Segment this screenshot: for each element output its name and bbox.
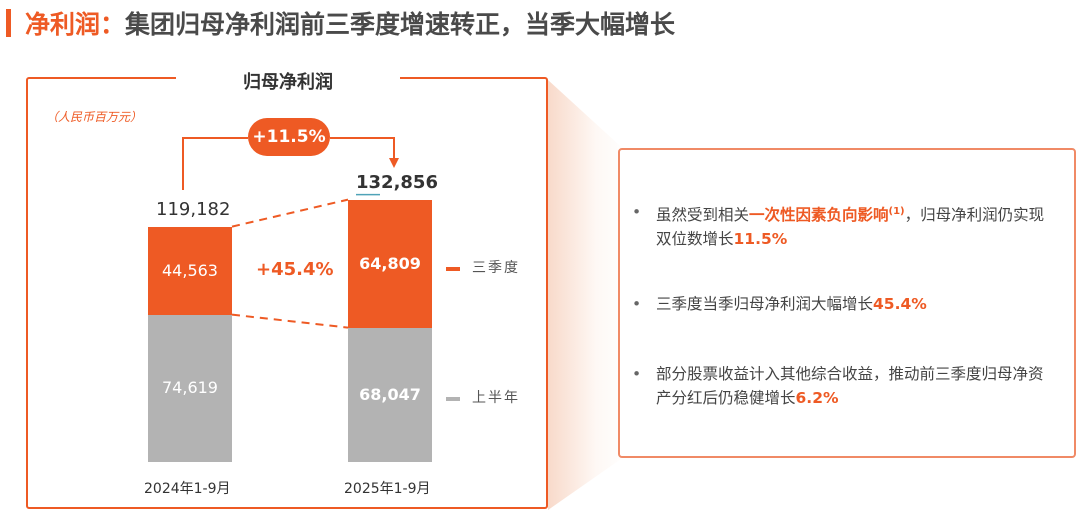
commentary-panel: • 虽然受到相关一次性因素负向影响(1)，归母净利润仍实现双位数增长11.5% •… — [618, 148, 1076, 458]
page-title: 集团归母净利润前三季度增速转正，当季大幅增长 — [125, 10, 676, 39]
legend-swatch — [446, 267, 460, 271]
bullet-item: • 虽然受到相关一次性因素负向影响(1)，归母净利润仍实现双位数增长11.5% — [632, 200, 1046, 251]
bullet-item: • 部分股票收益计入其他综合收益，推动前三季度归母净资产分红后仍稳健增长6.2% — [632, 362, 1046, 410]
bullet-item: • 三季度当季归母净利润大幅增长45.4% — [632, 292, 1046, 316]
bar-value-label: 74,619 — [162, 378, 218, 398]
bar-total-label: 119,182 — [156, 198, 231, 220]
bar-value-label: 64,809 — [359, 253, 421, 273]
x-tick-label: 2024年1-9月 — [144, 481, 231, 497]
legend-label: 上半年 — [472, 390, 520, 406]
q3-growth-label: +45.4% — [256, 259, 334, 280]
bar-value-label: 68,047 — [359, 384, 421, 404]
legend-swatch — [446, 397, 460, 401]
bar-q3 — [148, 226, 232, 315]
q3-top-dashed-line — [231, 198, 349, 228]
chart-unit: （人民币百万元） — [46, 110, 143, 124]
bar-h1 — [348, 327, 432, 462]
page-title-bar: 净利润： 集团归母净利润前三季度增速转正，当季大幅增长 — [6, 8, 676, 39]
title-lead: 净利润： — [25, 10, 126, 39]
bullet-dot: • — [632, 295, 642, 313]
growth-arrow-line — [182, 137, 395, 190]
connector-glow — [548, 80, 628, 510]
total-growth-badge: +11.5% — [248, 118, 330, 156]
bullet-dot: • — [632, 365, 642, 383]
growth-arrow-head — [389, 158, 399, 168]
bar-value-label: 44,563 — [162, 260, 218, 280]
bullet-dot: • — [632, 203, 642, 221]
x-tick-label: 2025年1-9月 — [344, 481, 431, 497]
bar-h1 — [148, 314, 232, 462]
legend-label: 三季度 — [472, 260, 520, 276]
title-accent-bar — [6, 9, 11, 37]
chart-title: 归母净利润 — [176, 66, 400, 96]
bar-total-label: 132,856 — [356, 171, 438, 193]
q3-bottom-dashed-line — [231, 313, 349, 329]
bar-q3 — [348, 199, 432, 328]
